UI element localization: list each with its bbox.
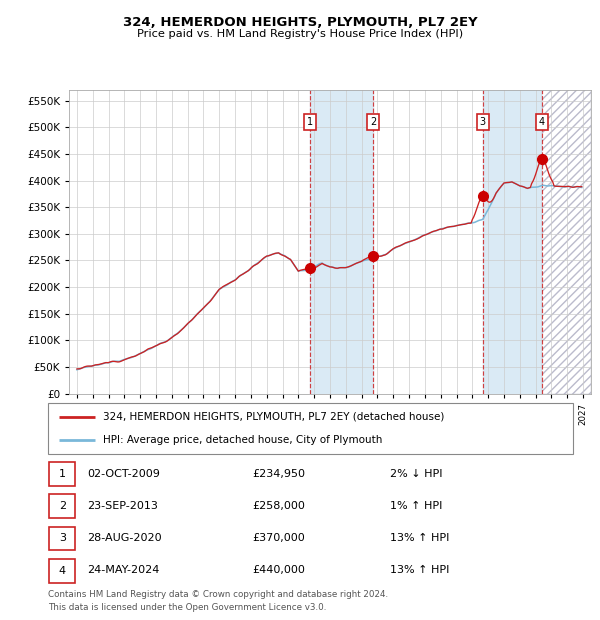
Text: £234,950: £234,950 — [252, 469, 305, 479]
Text: £258,000: £258,000 — [252, 501, 305, 511]
Bar — [542, 90, 591, 394]
FancyBboxPatch shape — [49, 526, 76, 551]
Text: 28-AUG-2020: 28-AUG-2020 — [87, 533, 161, 543]
Text: 24-MAY-2024: 24-MAY-2024 — [87, 565, 160, 575]
Text: 13% ↑ HPI: 13% ↑ HPI — [390, 565, 449, 575]
Bar — [483, 90, 542, 394]
Text: £370,000: £370,000 — [252, 533, 305, 543]
Text: 2: 2 — [370, 117, 376, 127]
Text: 4: 4 — [59, 565, 66, 576]
Text: HPI: Average price, detached house, City of Plymouth: HPI: Average price, detached house, City… — [103, 435, 383, 445]
Text: 2% ↓ HPI: 2% ↓ HPI — [390, 469, 442, 479]
Text: This data is licensed under the Open Government Licence v3.0.: This data is licensed under the Open Gov… — [48, 603, 326, 613]
Text: Price paid vs. HM Land Registry's House Price Index (HPI): Price paid vs. HM Land Registry's House … — [137, 29, 463, 39]
Text: 1: 1 — [307, 117, 313, 127]
Text: 3: 3 — [480, 117, 486, 127]
Text: Contains HM Land Registry data © Crown copyright and database right 2024.: Contains HM Land Registry data © Crown c… — [48, 590, 388, 599]
Text: 2: 2 — [59, 501, 66, 512]
FancyBboxPatch shape — [49, 462, 76, 486]
Text: 23-SEP-2013: 23-SEP-2013 — [87, 501, 158, 511]
FancyBboxPatch shape — [49, 494, 76, 518]
FancyBboxPatch shape — [49, 559, 76, 583]
Text: 02-OCT-2009: 02-OCT-2009 — [87, 469, 160, 479]
Text: 4: 4 — [539, 117, 545, 127]
Text: 3: 3 — [59, 533, 66, 544]
Bar — [310, 90, 373, 394]
FancyBboxPatch shape — [48, 403, 573, 454]
Text: 324, HEMERDON HEIGHTS, PLYMOUTH, PL7 2EY (detached house): 324, HEMERDON HEIGHTS, PLYMOUTH, PL7 2EY… — [103, 412, 445, 422]
Text: 13% ↑ HPI: 13% ↑ HPI — [390, 533, 449, 543]
Text: £440,000: £440,000 — [252, 565, 305, 575]
Text: 324, HEMERDON HEIGHTS, PLYMOUTH, PL7 2EY: 324, HEMERDON HEIGHTS, PLYMOUTH, PL7 2EY — [122, 16, 478, 29]
Text: 1% ↑ HPI: 1% ↑ HPI — [390, 501, 442, 511]
Text: 1: 1 — [59, 469, 66, 479]
